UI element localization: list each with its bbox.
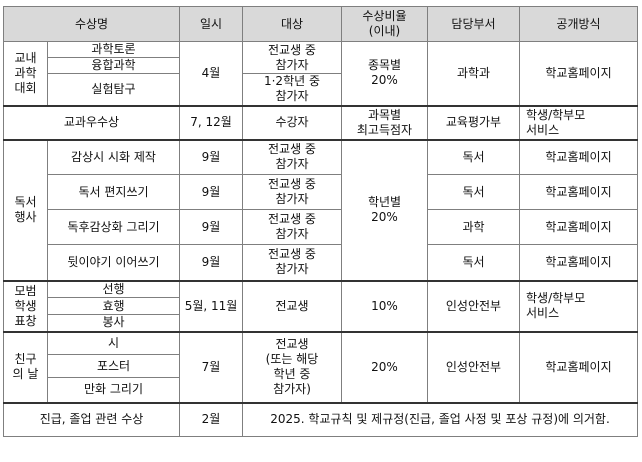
header-dept: 담당부서 bbox=[427, 6, 520, 42]
model-item: 선행 bbox=[47, 280, 180, 298]
reading-item-dept: 독서 bbox=[427, 174, 520, 210]
table-row: 독후감상화 그리기 9월 전교생 중 참가자 과학 학교홈페이지 bbox=[4, 209, 638, 245]
model-item: 효행 bbox=[47, 297, 180, 315]
reading-item-dept: 독서 bbox=[427, 244, 520, 282]
subject-date: 7, 12월 bbox=[179, 105, 243, 141]
friend-item: 포스터 bbox=[47, 354, 180, 378]
science-group-label: 교내 과학 대회 bbox=[3, 41, 48, 107]
header-target: 대상 bbox=[242, 6, 342, 42]
reading-item-name: 독서 편지쓰기 bbox=[47, 174, 180, 210]
model-ratio: 10% bbox=[341, 280, 428, 333]
science-target-grade12: 1·2학년 중 참가자 bbox=[242, 73, 342, 107]
header-date: 일시 bbox=[179, 6, 243, 42]
table-row: 봉사 bbox=[4, 314, 638, 333]
table-row: 모범 학생 표창 선행 5월, 11월 전교생 10% 인성안전부 학생/학부모… bbox=[3, 280, 638, 333]
science-ratio: 종목별 20% bbox=[341, 41, 428, 107]
reading-item-target: 전교생 중 참가자 bbox=[242, 209, 342, 245]
reading-item-disclosure: 학교홈페이지 bbox=[519, 244, 638, 282]
table-row: 친구 의 날 시 7월 전교생 (또는 해당 학년 중 참가자) 20% 인성안… bbox=[3, 331, 638, 404]
reading-item-date: 9월 bbox=[179, 139, 243, 175]
friend-ratio: 20% bbox=[341, 331, 428, 404]
subject-dept: 교육평가부 bbox=[427, 105, 520, 141]
subject-award-name: 교과우수상 bbox=[3, 105, 180, 141]
table-row: 진급, 졸업 관련 수상 2월 2025. 학교규칙 및 제규정(진급, 졸업 … bbox=[3, 402, 638, 437]
science-item: 융합과학 bbox=[47, 57, 180, 74]
reading-item-date: 9월 bbox=[179, 209, 243, 245]
reading-group-label: 독서 행사 bbox=[3, 139, 48, 282]
science-disclosure: 학교홈페이지 bbox=[519, 41, 638, 107]
subject-target: 수강자 bbox=[242, 105, 342, 141]
model-group-label: 모범 학생 표창 bbox=[3, 280, 48, 333]
model-date: 5월, 11월 bbox=[179, 280, 243, 333]
science-date: 4월 bbox=[179, 41, 243, 107]
award-table: 수상명 일시 대상 수상비율 (이내) 담당부서 공개방식 교내 과학 대회 과… bbox=[3, 6, 638, 437]
reading-item-name: 뒷이야기 이어쓰기 bbox=[47, 244, 180, 282]
friend-dept: 인성안전부 bbox=[427, 331, 520, 404]
promotion-award-name: 진급, 졸업 관련 수상 bbox=[3, 402, 180, 437]
science-target-all: 전교생 중 참가자 bbox=[242, 41, 342, 74]
friend-item: 만화 그리기 bbox=[47, 377, 180, 404]
science-item: 실험탐구 bbox=[47, 73, 180, 107]
header-disclosure: 공개방식 bbox=[519, 6, 638, 42]
friend-disclosure: 학교홈페이지 bbox=[519, 331, 638, 404]
table-row: 교과우수상 7, 12월 수강자 과목별 최고득점자 교육평가부 학생/학부모 … bbox=[3, 105, 638, 141]
subject-disclosure: 학생/학부모 서비스 bbox=[519, 105, 638, 141]
reading-item-date: 9월 bbox=[179, 244, 243, 282]
table-row: 만화 그리기 bbox=[4, 377, 638, 404]
model-dept: 인성안전부 bbox=[427, 280, 520, 333]
reading-item-dept: 독서 bbox=[427, 139, 520, 175]
reading-item-target: 전교생 중 참가자 bbox=[242, 174, 342, 210]
reading-ratio: 학년별 20% bbox=[341, 139, 428, 282]
reading-item-date: 9월 bbox=[179, 174, 243, 210]
model-target: 전교생 bbox=[242, 280, 342, 333]
table-row: 효행 bbox=[4, 297, 638, 315]
reading-item-disclosure: 학교홈페이지 bbox=[519, 139, 638, 175]
table-row: 독서 편지쓰기 9월 전교생 중 참가자 독서 학교홈페이지 bbox=[4, 174, 638, 210]
table-row: 독서 행사 감상시 시화 제작 9월 전교생 중 참가자 학년별 20% 독서 … bbox=[3, 139, 638, 282]
reading-item-disclosure: 학교홈페이지 bbox=[519, 209, 638, 245]
friend-target: 전교생 (또는 해당 학년 중 참가자) bbox=[242, 331, 342, 404]
model-disclosure: 학생/학부모 서비스 bbox=[519, 280, 638, 333]
model-item: 봉사 bbox=[47, 314, 180, 333]
header-row: 수상명 일시 대상 수상비율 (이내) 담당부서 공개방식 bbox=[3, 6, 638, 42]
table-row: 교내 과학 대회 과학토론 4월 전교생 중 참가자 종목별 20% 과학과 학… bbox=[3, 41, 638, 107]
reading-item-name: 감상시 시화 제작 bbox=[47, 139, 180, 175]
science-dept: 과학과 bbox=[427, 41, 520, 107]
subject-ratio: 과목별 최고득점자 bbox=[341, 105, 428, 141]
reading-item-disclosure: 학교홈페이지 bbox=[519, 174, 638, 210]
reading-item-name: 독후감상화 그리기 bbox=[47, 209, 180, 245]
header-award-name: 수상명 bbox=[3, 6, 180, 42]
friend-date: 7월 bbox=[179, 331, 243, 404]
friend-item: 시 bbox=[47, 331, 180, 355]
table-row: 실험탐구 1·2학년 중 참가자 bbox=[4, 73, 638, 107]
table-row: 뒷이야기 이어쓰기 9월 전교생 중 참가자 독서 학교홈페이지 bbox=[4, 244, 638, 282]
reading-item-dept: 과학 bbox=[427, 209, 520, 245]
header-ratio: 수상비율 (이내) bbox=[341, 6, 428, 42]
reading-item-target: 전교생 중 참가자 bbox=[242, 244, 342, 282]
reading-item-target: 전교생 중 참가자 bbox=[242, 139, 342, 175]
promotion-note: 2025. 학교규칙 및 제규정(진급, 졸업 사정 및 포상 규정)에 의거함… bbox=[242, 402, 638, 437]
friend-group-label: 친구 의 날 bbox=[3, 331, 48, 404]
promotion-date: 2월 bbox=[179, 402, 243, 437]
science-item: 과학토론 bbox=[47, 41, 180, 58]
